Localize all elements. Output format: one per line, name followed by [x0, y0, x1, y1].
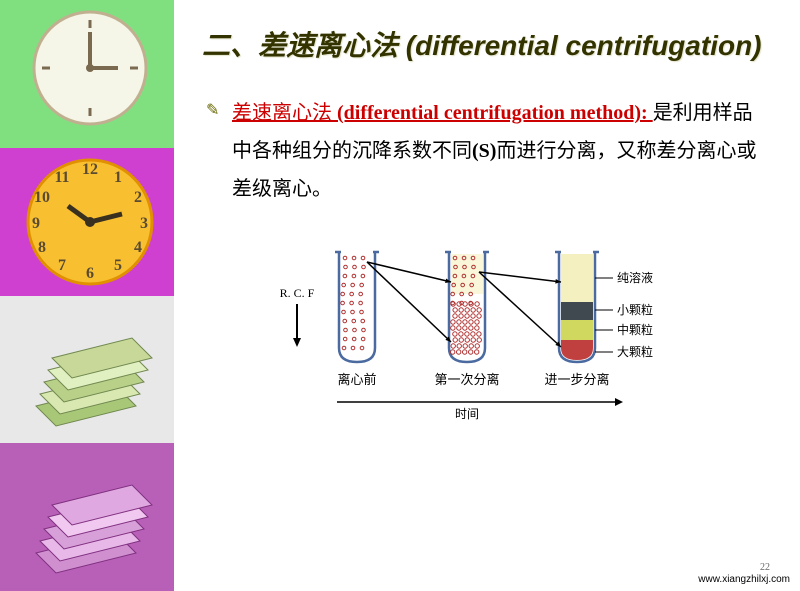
svg-text:12: 12 [82, 161, 98, 178]
svg-text:3: 3 [140, 215, 148, 232]
definition-paragraph: 差速离心法 (differential centrifugation metho… [232, 94, 772, 208]
main-content: 二、差速离心法 (differential centrifugation) ✎ … [174, 0, 800, 591]
svg-text:进一步分离: 进一步分离 [544, 372, 609, 387]
svg-text:小颗粒: 小颗粒 [617, 302, 653, 317]
svg-text:中颗粒: 中颗粒 [617, 322, 653, 337]
sidebar: 12 6 9 3 12 45 78 1011 [0, 0, 174, 591]
sidebar-image-1 [0, 0, 174, 148]
body-en: (S) [472, 140, 496, 162]
svg-text:7: 7 [58, 257, 66, 274]
svg-text:R. C. F: R. C. F [280, 286, 315, 300]
sidebar-image-2: 12 6 9 3 12 45 78 1011 [0, 148, 174, 296]
svg-text:第一次分离: 第一次分离 [434, 372, 499, 387]
svg-text:大颗粒: 大颗粒 [617, 344, 653, 359]
body-text: ✎ 差速离心法 (differential centrifugation met… [202, 94, 772, 208]
svg-text:离心前: 离心前 [337, 372, 376, 387]
svg-text:纯溶液: 纯溶液 [617, 270, 653, 285]
svg-text:时间: 时间 [455, 407, 479, 421]
svg-text:8: 8 [38, 239, 46, 256]
svg-text:11: 11 [54, 169, 69, 186]
svg-text:9: 9 [32, 215, 40, 232]
svg-text:10: 10 [34, 189, 50, 206]
svg-text:5: 5 [114, 257, 122, 274]
page-number: 22 [760, 562, 770, 573]
pencil-icon: ✎ [206, 100, 219, 120]
page-title: 二、差速离心法 (differential centrifugation) [202, 28, 772, 64]
footer-url: www.xiangzhilxj.com [698, 574, 790, 585]
term-en: (differential centrifugation method): [332, 102, 653, 124]
svg-text:1: 1 [114, 169, 122, 186]
svg-text:4: 4 [134, 239, 142, 256]
sidebar-image-4 [0, 443, 174, 591]
svg-text:6: 6 [86, 265, 94, 282]
sidebar-image-3 [0, 296, 174, 444]
term-cn: 差速离心法 [232, 102, 332, 124]
centrifugation-diagram: R. C. F 纯溶液小颗粒中颗粒大颗粒离心前 第一次分离 进一步分离时间 [202, 232, 772, 457]
svg-text:2: 2 [134, 189, 142, 206]
